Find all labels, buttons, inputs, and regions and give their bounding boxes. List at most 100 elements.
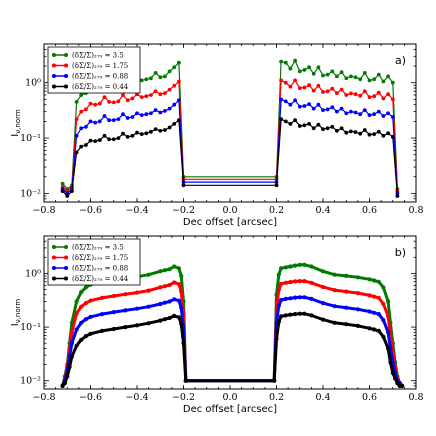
data-point xyxy=(335,128,339,133)
data-point xyxy=(172,122,177,126)
data-point xyxy=(355,323,360,328)
x-tick-label: 0.2 xyxy=(269,205,284,216)
data-point xyxy=(172,297,177,302)
x-axis-label: Dec offset [arcsec] xyxy=(183,217,277,228)
data-point xyxy=(321,127,325,131)
x-tick-label: −0.8 xyxy=(32,205,55,216)
data-point xyxy=(183,378,188,383)
data-point xyxy=(163,128,167,132)
data-point xyxy=(62,381,67,386)
x-tick-label: −0.2 xyxy=(172,392,195,403)
data-point xyxy=(144,112,149,117)
data-point xyxy=(158,92,163,97)
data-point xyxy=(293,295,298,300)
data-point xyxy=(293,58,297,63)
data-point xyxy=(386,111,390,116)
data-point xyxy=(181,183,186,188)
data-point xyxy=(179,305,184,310)
data-point xyxy=(153,127,158,131)
data-point xyxy=(316,65,321,70)
data-point xyxy=(386,314,391,319)
data-point xyxy=(88,119,93,124)
data-point xyxy=(302,123,307,128)
data-point xyxy=(144,94,149,99)
y-tick-label: 10⁻¹ xyxy=(20,322,41,333)
legend-swatch-marker xyxy=(64,84,68,89)
data-point xyxy=(367,277,372,282)
data-point xyxy=(344,130,349,135)
data-point xyxy=(121,112,125,117)
data-point xyxy=(321,90,325,94)
data-point xyxy=(116,136,121,141)
data-point xyxy=(279,117,283,121)
data-point xyxy=(332,304,337,309)
data-point xyxy=(288,102,293,107)
data-point xyxy=(311,126,316,131)
data-point xyxy=(344,93,349,97)
data-point xyxy=(146,321,151,326)
x-tick-label: −0.4 xyxy=(125,205,148,216)
data-point xyxy=(111,118,116,123)
data-point xyxy=(149,111,153,116)
series-line-3 xyxy=(61,312,403,388)
legend-swatch-marker xyxy=(64,53,68,57)
data-point xyxy=(134,323,140,328)
data-point xyxy=(283,60,288,65)
data-point xyxy=(74,133,79,138)
data-point xyxy=(69,330,74,335)
data-point xyxy=(288,84,293,89)
data-point xyxy=(167,125,172,130)
legend-label: (δΣ/Σ)₂₇₉ = 0.44 xyxy=(72,275,129,283)
data-point xyxy=(311,106,316,111)
legend-swatch-marker xyxy=(52,255,56,260)
data-point xyxy=(123,308,128,313)
data-point xyxy=(372,132,376,137)
data-point xyxy=(74,150,79,155)
data-point xyxy=(88,314,93,319)
data-point xyxy=(316,83,321,88)
data-point xyxy=(276,272,281,277)
data-point xyxy=(167,267,172,272)
legend-label: (δΣ/Σ)₂₇₉ = 3.5 xyxy=(72,52,124,60)
data-point xyxy=(176,266,181,271)
data-point xyxy=(386,131,390,136)
data-point xyxy=(297,104,302,109)
data-point xyxy=(93,102,98,107)
data-point xyxy=(177,118,181,123)
data-point xyxy=(372,112,376,117)
data-point xyxy=(162,317,167,322)
data-point xyxy=(100,312,105,317)
y-tick-label: 10⁻¹ xyxy=(20,133,41,144)
data-point xyxy=(316,102,321,107)
data-point xyxy=(167,282,172,288)
data-point xyxy=(172,102,177,107)
data-point xyxy=(60,189,65,194)
data-point xyxy=(93,139,98,144)
data-point xyxy=(302,262,307,267)
data-point xyxy=(297,124,302,128)
data-point xyxy=(176,315,181,320)
legend-swatch-marker xyxy=(64,245,68,249)
y-tick-label: 10⁰ xyxy=(25,78,41,89)
x-tick-label: 0.6 xyxy=(362,392,377,403)
data-point xyxy=(309,264,314,269)
data-point xyxy=(302,311,307,316)
data-point xyxy=(179,289,184,294)
data-point xyxy=(367,78,372,83)
data-point xyxy=(381,301,386,307)
data-point xyxy=(84,124,88,129)
data-point xyxy=(376,72,381,77)
data-point xyxy=(311,71,316,76)
data-point xyxy=(158,128,163,133)
legend-label: (δΣ/Σ)₂₇₉ = 1.75 xyxy=(72,254,128,262)
data-point xyxy=(372,77,376,82)
data-point xyxy=(367,95,372,99)
data-point xyxy=(172,264,177,269)
data-point xyxy=(279,281,284,286)
data-point xyxy=(167,315,172,321)
data-point xyxy=(79,304,84,309)
x-tick-label: 0.6 xyxy=(362,205,377,216)
data-point xyxy=(172,83,177,88)
data-point xyxy=(276,303,281,308)
data-point xyxy=(139,132,144,137)
